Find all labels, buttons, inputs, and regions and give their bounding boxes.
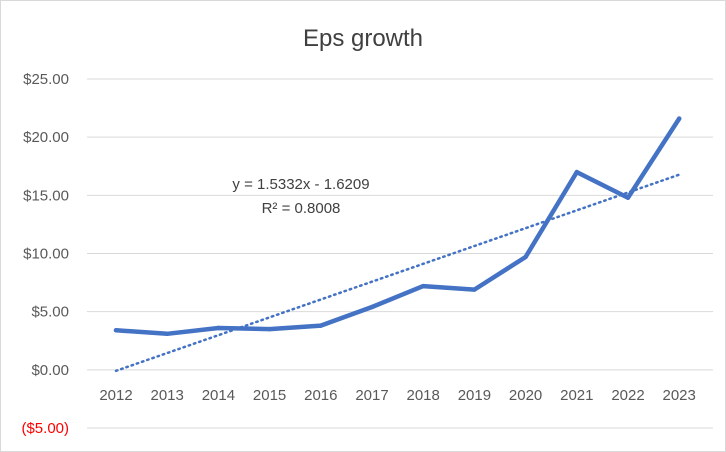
data-point	[113, 328, 119, 333]
trendline-group	[114, 173, 681, 373]
data-point	[369, 304, 375, 310]
x-tick-label: 2019	[458, 387, 491, 404]
y-tick-label: ($5.00)	[21, 420, 69, 437]
y-tick-label: $10.00	[23, 246, 69, 263]
series-line	[113, 116, 682, 337]
x-tick-label: 2014	[202, 387, 235, 404]
trendline	[114, 173, 681, 373]
x-tick-label: 2022	[611, 387, 644, 404]
x-tick-label: 2023	[663, 387, 696, 404]
x-tick-label: 2018	[407, 387, 440, 404]
data-point	[523, 254, 528, 260]
y-tick-label: $20.00	[23, 129, 69, 146]
x-tick-label: 2012	[99, 387, 132, 404]
data-point	[421, 283, 426, 289]
x-tick-label: 2016	[304, 387, 337, 404]
series-group	[113, 116, 682, 337]
gridlines	[87, 78, 713, 429]
x-tick-label: 2020	[509, 387, 542, 404]
data-point	[472, 287, 477, 292]
y-axis-tick-labels: $25.00 $20.00 $15.00 $10.00 $5.00 $0.00 ($5.00…	[21, 71, 69, 437]
trendline-r-squared: R² = 0.8008	[262, 200, 341, 217]
y-tick-label: $5.00	[31, 304, 69, 321]
data-point	[574, 169, 579, 175]
x-axis-tick-labels: 2012 2013 2014 2015 2016 2017 2018 2019 2020 2021…	[99, 387, 696, 404]
data-point	[216, 325, 221, 331]
x-tick-label: 2013	[151, 387, 184, 404]
data-point	[267, 326, 272, 332]
trendline-equation: y = 1.5332x - 1.6209	[232, 176, 369, 193]
chart-title: Eps growth	[303, 25, 423, 52]
x-tick-label: 2021	[560, 387, 593, 404]
x-tick-label: 2017	[355, 387, 388, 404]
y-tick-label: $15.00	[23, 187, 69, 204]
data-point	[677, 116, 682, 121]
data-point	[318, 323, 323, 328]
data-point	[165, 331, 170, 336]
x-tick-label: 2015	[253, 387, 286, 404]
y-tick-label: $25.00	[23, 71, 69, 88]
data-point	[625, 195, 631, 200]
y-tick-label: $0.00	[31, 362, 69, 379]
